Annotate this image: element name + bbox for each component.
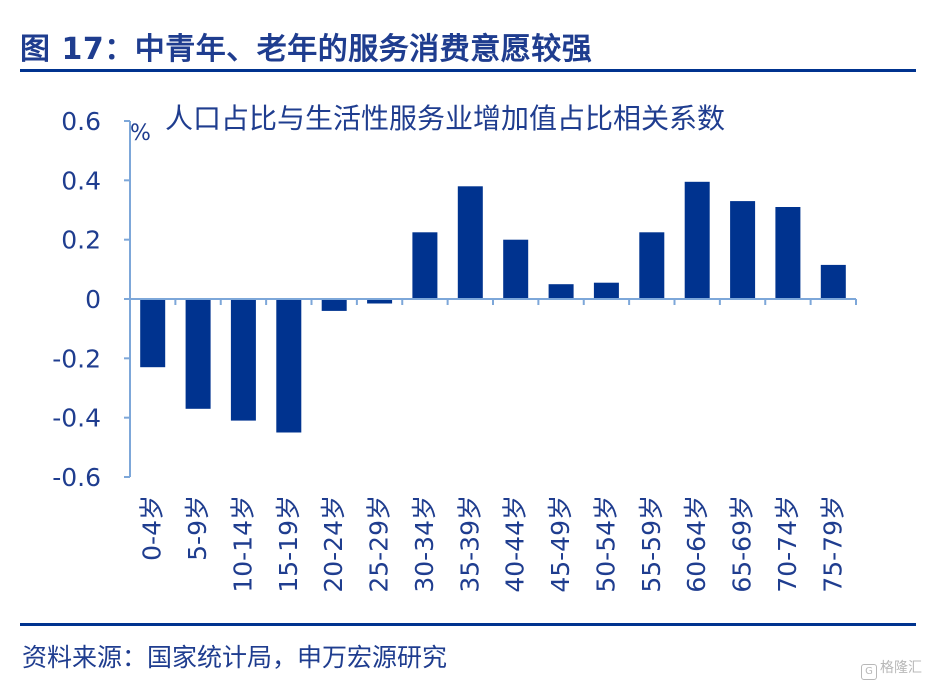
- x-category-label: 5-9岁: [183, 495, 212, 561]
- bar: [230, 299, 256, 421]
- bar: [367, 299, 393, 304]
- y-tick-label: -0.2: [52, 344, 101, 373]
- x-category-label: 10-14岁: [228, 495, 257, 593]
- x-category-label: 40-44岁: [501, 495, 530, 593]
- y-tick-label: 0.6: [61, 107, 101, 136]
- x-category-label: 75-79岁: [818, 495, 847, 593]
- y-unit-label: %: [130, 121, 151, 146]
- bar: [684, 181, 710, 299]
- y-tick-label: -0.4: [52, 404, 101, 433]
- bar: [820, 264, 846, 299]
- bar: [775, 207, 801, 299]
- bar: [548, 284, 574, 299]
- header: 图 17：中青年、老年的服务消费意愿较强: [0, 22, 936, 74]
- bar-chart: 人口占比与生活性服务业增加值占比相关系数 % 0.6 0.4 0.2 0 -0.2 -0.…: [52, 102, 857, 593]
- bar: [730, 201, 756, 299]
- x-category-label: 35-39岁: [455, 495, 484, 593]
- y-tick-label: 0.2: [61, 226, 101, 255]
- x-category-label: 65-69岁: [728, 495, 757, 593]
- x-category-label: 30-34岁: [410, 495, 439, 593]
- chart-title: 人口占比与生活性服务业增加值占比相关系数: [165, 102, 725, 135]
- x-category-label: 45-49岁: [546, 495, 575, 593]
- x-category-label: 15-19岁: [274, 495, 303, 593]
- source-note: 资料来源：国家统计局，申万宏源研究: [22, 643, 448, 672]
- bar: [457, 186, 483, 299]
- bar: [185, 299, 211, 409]
- watermark-logo-icon: G: [861, 664, 877, 680]
- x-category-label: 55-59岁: [637, 495, 666, 593]
- y-tick-label: 0.4: [61, 166, 101, 195]
- title-divider: [20, 69, 916, 72]
- y-tick-label: 0: [85, 285, 101, 314]
- y-tick-label: -0.6: [52, 463, 101, 492]
- x-category-label: 50-54岁: [591, 495, 620, 593]
- figure-title: 图 17：中青年、老年的服务消费意愿较强: [20, 32, 593, 67]
- x-category-label: 25-29岁: [365, 495, 394, 593]
- x-category-label: 20-24岁: [319, 495, 348, 593]
- x-category-label: 70-74岁: [773, 495, 802, 593]
- source-divider: [20, 623, 916, 626]
- bar: [503, 239, 529, 299]
- bar: [140, 299, 166, 368]
- bar: [593, 282, 619, 299]
- bar: [412, 232, 438, 300]
- x-category-label: 0-4岁: [138, 495, 167, 561]
- bar: [321, 299, 347, 311]
- bar: [276, 299, 302, 433]
- watermark-text: 格隆汇: [880, 660, 922, 676]
- x-category-label: 60-64岁: [682, 495, 711, 593]
- bar: [639, 232, 665, 300]
- watermark: G 格隆汇: [861, 657, 922, 680]
